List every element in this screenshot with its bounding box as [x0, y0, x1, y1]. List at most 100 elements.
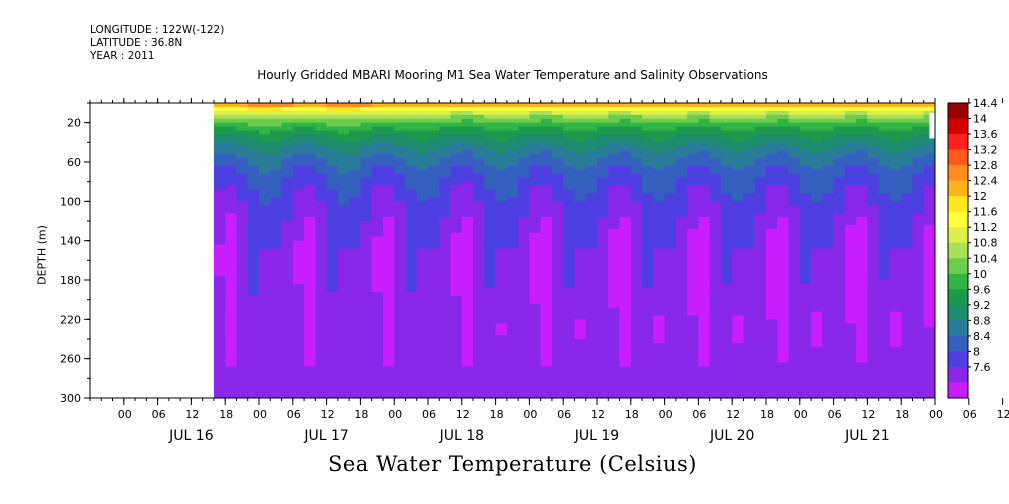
temperature-cell	[416, 224, 429, 230]
temperature-cell	[225, 354, 238, 360]
temperature-cell	[732, 165, 745, 171]
temperature-cell	[799, 103, 812, 108]
temperature-cell	[225, 339, 238, 344]
temperature-cell	[529, 138, 542, 143]
temperature-cell	[315, 103, 328, 108]
temperature-cell	[394, 366, 407, 372]
temperature-cell	[630, 276, 643, 281]
temperature-cell	[461, 181, 474, 187]
temperature-cell	[833, 386, 846, 391]
temperature-cell	[281, 358, 294, 364]
temperature-cell	[766, 335, 778, 340]
temperature-cell	[349, 307, 361, 313]
temperature-cell	[225, 264, 238, 269]
temperature-cell	[642, 213, 654, 218]
temperature-cell	[833, 134, 846, 139]
temperature-cell	[630, 264, 643, 269]
temperature-cell	[889, 386, 902, 391]
temperature-cell	[225, 268, 238, 273]
temperature-cell	[754, 374, 767, 379]
temperature-cell	[213, 224, 226, 230]
temperature-cell	[259, 146, 271, 151]
temperature-cell	[382, 303, 395, 309]
temperature-cell	[428, 287, 440, 293]
temperature-cell	[822, 189, 835, 195]
temperature-cell	[754, 177, 767, 183]
temperature-cell	[450, 232, 463, 238]
temperature-cell	[878, 390, 891, 395]
temperature-cell	[360, 240, 373, 246]
temperature-cell	[597, 335, 609, 340]
temperature-cell	[642, 232, 654, 238]
temperature-cell	[259, 158, 271, 163]
temperature-cell	[326, 327, 339, 332]
temperature-cell	[461, 185, 474, 191]
temperature-cell	[766, 382, 778, 387]
temperature-cell	[461, 394, 474, 398]
temperature-cell	[450, 350, 463, 356]
temperature-cell	[822, 307, 835, 313]
temperature-cell	[799, 134, 812, 139]
temperature-cell	[506, 295, 519, 301]
temperature-cell	[529, 217, 542, 222]
temperature-cell	[889, 197, 902, 202]
temperature-cell	[304, 126, 316, 132]
temperature-cell	[923, 311, 935, 316]
temperature-cell	[653, 276, 666, 281]
temperature-cell	[585, 299, 598, 305]
temperature-cell	[732, 287, 745, 293]
temperature-cell	[213, 346, 226, 352]
temperature-cell	[281, 103, 294, 108]
temperature-cell	[687, 146, 699, 151]
temperature-cell	[236, 103, 249, 108]
temperature-cell	[833, 118, 846, 124]
temperature-cell	[923, 287, 935, 293]
temperature-cell	[664, 323, 677, 328]
temperature-cell	[788, 354, 801, 360]
temperature-cell	[281, 252, 294, 257]
temperature-cell	[687, 122, 699, 128]
temperature-cell	[664, 256, 677, 261]
temperature-cell	[799, 181, 812, 187]
temperature-cell	[371, 350, 384, 356]
temperature-cell	[349, 327, 361, 332]
temperature-cell	[349, 311, 361, 316]
temperature-cell	[844, 158, 857, 163]
temperature-cell	[349, 205, 361, 210]
temperature-cell	[619, 386, 632, 391]
temperature-cell	[405, 154, 418, 159]
temperature-cell	[259, 224, 271, 230]
temperature-cell	[540, 228, 553, 234]
temperature-cell	[236, 280, 249, 285]
temperature-cell	[732, 272, 745, 277]
temperature-cell	[754, 358, 767, 364]
temperature-cell	[349, 256, 361, 261]
temperature-cell	[833, 252, 846, 257]
temperature-cell	[833, 374, 846, 379]
temperature-cell	[506, 291, 519, 297]
temperature-cell	[856, 130, 868, 136]
temperature-cell	[304, 299, 316, 305]
temperature-cell	[653, 382, 666, 387]
temperature-cell	[597, 374, 609, 379]
temperature-cell	[709, 193, 722, 198]
temperature-cell	[630, 213, 643, 218]
temperature-cell	[732, 126, 745, 132]
temperature-cell	[867, 390, 880, 395]
temperature-cell	[653, 315, 666, 320]
temperature-cell	[270, 335, 283, 340]
temperature-cell	[495, 295, 508, 301]
temperature-cell	[754, 256, 767, 261]
temperature-cell	[833, 303, 846, 309]
temperature-cell	[585, 169, 598, 175]
temperature-cell	[923, 158, 935, 163]
temperature-cell	[461, 390, 474, 395]
temperature-cell	[743, 189, 756, 195]
temperature-cell	[551, 350, 564, 356]
temperature-cell	[675, 374, 688, 379]
temperature-cell	[608, 162, 621, 167]
temperature-cell	[912, 299, 925, 305]
temperature-cell	[867, 295, 880, 301]
temperature-cell	[236, 142, 249, 147]
temperature-cell	[799, 228, 812, 234]
